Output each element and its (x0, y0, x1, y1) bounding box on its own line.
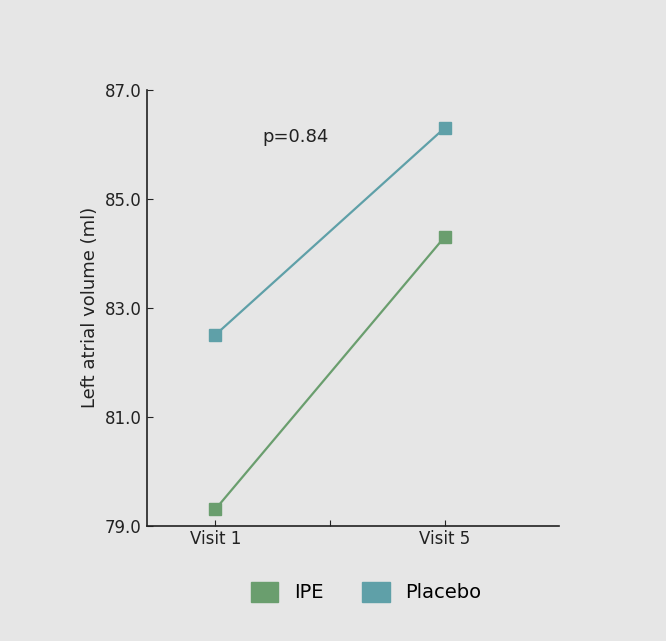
Placebo (211, 331, 219, 339)
Line: IPE: IPE (210, 231, 450, 515)
Text: p=0.84: p=0.84 (262, 128, 328, 146)
Legend: IPE, Placebo: IPE, Placebo (242, 572, 491, 612)
Placebo (441, 124, 449, 132)
Line: Placebo: Placebo (210, 122, 450, 340)
IPE (441, 233, 449, 241)
Y-axis label: Left atrial volume (ml): Left atrial volume (ml) (81, 207, 99, 408)
IPE (211, 506, 219, 513)
